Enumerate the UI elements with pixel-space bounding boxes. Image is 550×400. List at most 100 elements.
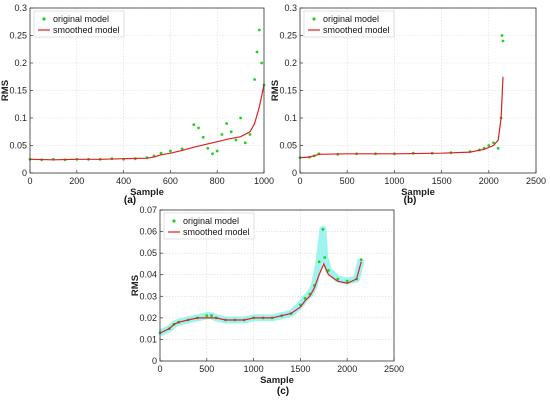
data-point-original-model bbox=[248, 133, 252, 136]
y-tick-label: 0 bbox=[22, 168, 27, 178]
y-tick-label: 0.05 bbox=[139, 248, 157, 258]
x-tick-label: 1000 bbox=[244, 364, 264, 374]
y-tick-label: 0.1 bbox=[14, 113, 27, 123]
data-point-original-model bbox=[192, 123, 196, 126]
legend-entry: original model bbox=[53, 14, 109, 24]
y-tick-label: 0.1 bbox=[284, 113, 297, 123]
chart-panel-2: 0 500 1000 1500 2000 2500 0 0.05 0.1 0.15 0.2 0.25 0… bbox=[270, 3, 546, 198]
data-point-original-model bbox=[234, 138, 238, 142]
data-point-original-model bbox=[159, 151, 163, 155]
legend-swatch-original-model bbox=[172, 219, 176, 223]
data-point-original-model bbox=[321, 228, 325, 231]
data-point-original-model bbox=[180, 147, 184, 151]
legend-entry: original model bbox=[323, 14, 379, 24]
x-tick-label: 2000 bbox=[479, 176, 499, 186]
legend-box bbox=[163, 212, 255, 240]
data-point-original-model bbox=[317, 260, 321, 264]
data-point-original-model bbox=[220, 133, 224, 136]
x-tick-label: 500 bbox=[199, 364, 214, 374]
y-tick-label: 0.04 bbox=[139, 270, 157, 280]
y-tick-label: 0.25 bbox=[9, 31, 27, 41]
data-point-original-model bbox=[201, 135, 205, 139]
y-tick-label: 0.3 bbox=[284, 3, 297, 13]
data-point-original-model bbox=[501, 39, 505, 43]
legend-entry: smoothed model bbox=[53, 25, 120, 35]
x-tick-label: 0 bbox=[27, 176, 32, 186]
data-point-original-model bbox=[327, 269, 330, 272]
data-point-original-model bbox=[205, 314, 209, 318]
x-tick-label: 2000 bbox=[337, 364, 357, 374]
y-tick-label: 0 bbox=[152, 356, 157, 366]
y-tick-label: 0.05 bbox=[9, 141, 27, 151]
axes-frame bbox=[159, 209, 395, 362]
y-tick-label: 0.07 bbox=[139, 205, 157, 215]
data-point-original-model bbox=[336, 277, 340, 281]
y-tick-label: 0.01 bbox=[139, 334, 157, 344]
x-axis-label: Sample bbox=[401, 187, 435, 198]
y-tick-label: 0.25 bbox=[279, 31, 297, 41]
panel-label-a: (a) bbox=[124, 195, 136, 206]
data-point-original-model bbox=[211, 152, 214, 156]
data-point-original-model bbox=[225, 122, 229, 125]
x-tick-label: 1000 bbox=[384, 176, 404, 186]
data-point-original-model bbox=[492, 141, 495, 145]
legend-entry: smoothed model bbox=[323, 25, 390, 35]
y-tick-label: 0.2 bbox=[14, 58, 27, 68]
data-point-original-model bbox=[210, 314, 213, 318]
y-axis-label: RMS bbox=[270, 80, 281, 101]
legend-box bbox=[33, 10, 125, 38]
data-point-original-model bbox=[487, 144, 491, 147]
data-point-original-model bbox=[197, 126, 200, 130]
data-point-original-model bbox=[255, 50, 259, 54]
y-tick-label: 0.06 bbox=[139, 227, 157, 237]
panel-label-c: (c) bbox=[277, 386, 289, 397]
x-axis-label: Sample bbox=[130, 187, 164, 198]
legend-swatch-original-model bbox=[42, 17, 46, 21]
y-axis-label: RMS bbox=[130, 275, 141, 296]
y-axis-label: RMS bbox=[0, 80, 11, 101]
data-point-original-model bbox=[243, 141, 247, 145]
data-point-original-model bbox=[359, 258, 363, 261]
y-tick-label: 0 bbox=[292, 168, 297, 178]
x-tick-label: 200 bbox=[69, 176, 84, 186]
data-point-original-model bbox=[260, 61, 264, 65]
data-point-original-model bbox=[229, 130, 233, 134]
data-point-original-model bbox=[496, 146, 500, 150]
data-point-original-model bbox=[345, 279, 349, 283]
data-point-original-model bbox=[239, 116, 243, 120]
legend-entry: smoothed model bbox=[183, 227, 250, 237]
data-point-original-model bbox=[215, 149, 219, 153]
x-tick-label: 2500 bbox=[526, 176, 546, 186]
legend-box bbox=[303, 10, 395, 38]
data-point-original-model bbox=[303, 297, 307, 300]
y-tick-label: 0.15 bbox=[279, 86, 297, 96]
data-point-original-model bbox=[253, 78, 256, 81]
x-tick-label: 400 bbox=[116, 176, 131, 186]
y-tick-label: 0.15 bbox=[9, 86, 27, 96]
x-axis-label: Sample bbox=[260, 375, 294, 386]
y-tick-label: 0.02 bbox=[139, 313, 157, 323]
series-line-smoothed-model bbox=[29, 84, 265, 161]
data-point-original-model bbox=[257, 28, 261, 32]
y-tick-label: 0.2 bbox=[284, 58, 297, 68]
x-tick-label: 1500 bbox=[432, 176, 452, 186]
x-tick-label: 2500 bbox=[384, 364, 404, 374]
legend-swatch-original-model bbox=[312, 17, 316, 21]
data-point-original-model bbox=[323, 256, 327, 259]
x-tick-label: 1000 bbox=[254, 176, 274, 186]
data-point-original-model bbox=[169, 149, 172, 153]
data-point-original-model bbox=[206, 146, 210, 150]
data-point-original-model bbox=[500, 34, 504, 37]
x-tick-label: 0 bbox=[157, 364, 162, 374]
x-tick-label: 600 bbox=[163, 176, 178, 186]
series-line-smoothed-model bbox=[299, 76, 504, 159]
panel-label-b: (b) bbox=[404, 195, 417, 206]
series-line-smoothed-model bbox=[159, 261, 362, 334]
y-tick-label: 0.03 bbox=[139, 291, 157, 301]
x-tick-label: 800 bbox=[210, 176, 225, 186]
legend-entry: original model bbox=[183, 216, 239, 226]
y-tick-label: 0.3 bbox=[14, 3, 27, 13]
